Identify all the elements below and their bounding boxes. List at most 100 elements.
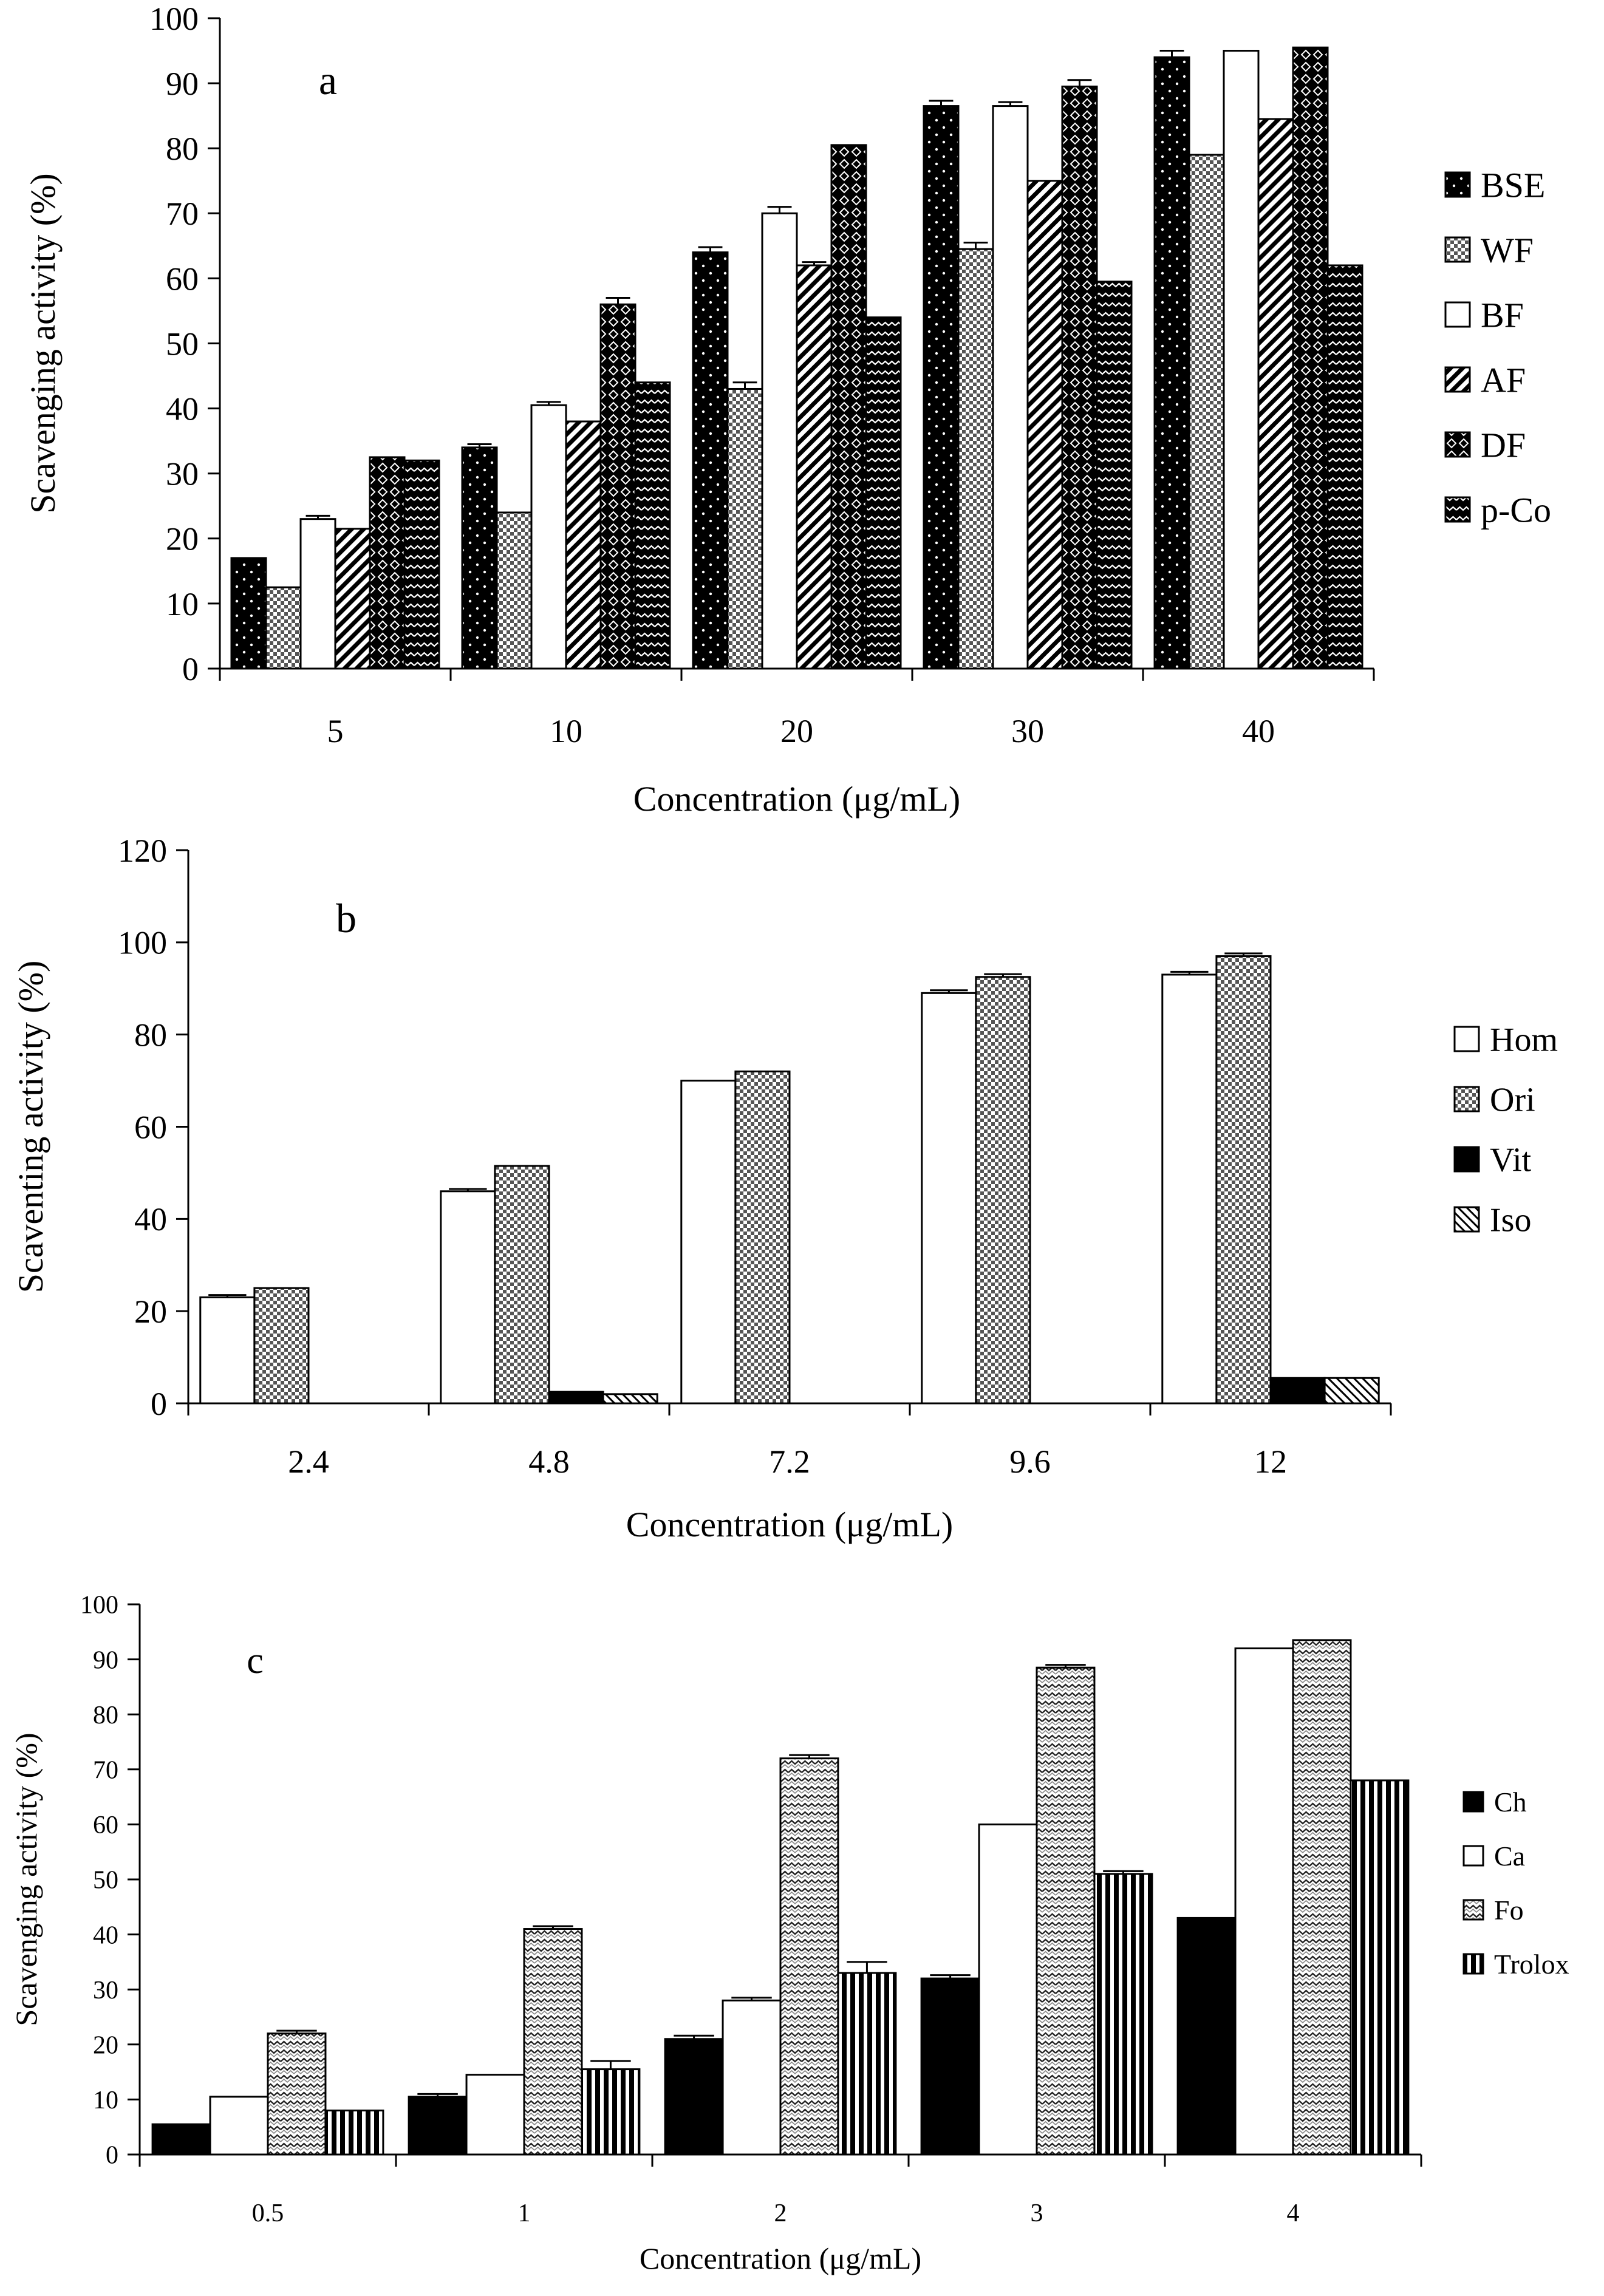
chart-panel-c: 0 10 20 30 40 50 60 70 80 90 100 0.5 1 2 3 4 c Concentrat… bbox=[9, 1592, 1569, 2275]
x-tick-label: 9.6 bbox=[1009, 1443, 1051, 1480]
x-tick-label: 40 bbox=[1242, 713, 1275, 749]
bar-Trolox-2 bbox=[837, 1972, 897, 2156]
bar-Trolox-3 bbox=[1093, 1873, 1153, 2156]
bar-DF-20 bbox=[830, 144, 867, 670]
y-tick-label: 100 bbox=[118, 925, 167, 961]
chart-panel-a: 0 10 20 30 40 50 60 70 80 90 100 5 10 20 30 40 a Concentr… bbox=[23, 1, 1551, 819]
y-tick-label: 100 bbox=[80, 1592, 118, 1620]
legend-swatch-BF bbox=[1444, 301, 1471, 328]
bar-Trolox-4 bbox=[1350, 1779, 1410, 2156]
bar-BF-5 bbox=[299, 518, 336, 670]
x-tick-label: 2 bbox=[774, 2199, 787, 2227]
bar-Vit-12 bbox=[1269, 1377, 1326, 1405]
panel-label: b bbox=[336, 895, 357, 941]
bar-AF-5 bbox=[334, 528, 371, 670]
bar-Trolox-1 bbox=[581, 2068, 641, 2156]
legend-label-Vit: Vit bbox=[1490, 1142, 1532, 1179]
bar-BF-10 bbox=[530, 404, 567, 670]
bar-Ch-4 bbox=[1176, 1916, 1237, 2156]
bar-BSE-10 bbox=[461, 446, 498, 670]
bar-Ch-2 bbox=[664, 2038, 724, 2156]
bar-Hom-2.4 bbox=[199, 1296, 256, 1405]
x-tick-label: 5 bbox=[327, 713, 344, 749]
y-tick-label: 30 bbox=[166, 456, 199, 492]
bar-Hom-7.2 bbox=[680, 1080, 737, 1405]
bar-Ca-2 bbox=[722, 1999, 782, 2156]
bar-BF-40 bbox=[1223, 50, 1260, 670]
bar-BF-20 bbox=[761, 212, 798, 670]
legend-swatch-AF bbox=[1444, 366, 1471, 393]
legend-label-Hom: Hom bbox=[1490, 1021, 1558, 1059]
y-tick-label: 90 bbox=[93, 1646, 118, 1674]
x-tick-label: 7.2 bbox=[769, 1443, 810, 1480]
y-tick-label: 0 bbox=[182, 651, 199, 687]
y-tick-label: 40 bbox=[93, 1921, 118, 1949]
bar-Fo-3 bbox=[1036, 1666, 1096, 2156]
x-tick-label: 30 bbox=[1011, 713, 1044, 749]
bar-WF-40 bbox=[1188, 154, 1225, 670]
y-tick-label: 80 bbox=[166, 131, 199, 167]
bar-Fo-2 bbox=[779, 1757, 839, 2156]
x-tick-label: 3 bbox=[1031, 2199, 1043, 2227]
legend-label-p-Co: p-Co bbox=[1481, 490, 1551, 530]
legend-swatch-Trolox bbox=[1462, 1953, 1484, 1975]
y-tick-label: 50 bbox=[166, 325, 199, 362]
x-tick-label: 2.4 bbox=[288, 1443, 329, 1480]
bar-AF-40 bbox=[1257, 118, 1294, 670]
bar-Ori-12 bbox=[1215, 955, 1272, 1405]
y-axis-title: Scavenging activity (%) bbox=[9, 1732, 43, 2026]
bar-Ca-3 bbox=[978, 1823, 1038, 2156]
bar-DF-5 bbox=[369, 456, 406, 670]
y-tick-label: 80 bbox=[134, 1017, 167, 1054]
y-tick-label: 10 bbox=[93, 2086, 118, 2114]
legend-label-Ori: Ori bbox=[1490, 1082, 1535, 1119]
legend-label-WF: WF bbox=[1481, 230, 1534, 270]
y-tick-label: 90 bbox=[166, 66, 199, 102]
bar-Ch-1 bbox=[408, 2096, 468, 2156]
legend-swatch-WF bbox=[1444, 236, 1471, 263]
bar-p-Co-20 bbox=[865, 316, 902, 670]
legend-swatch-Vit bbox=[1453, 1146, 1480, 1173]
y-tick-label: 0 bbox=[106, 2142, 118, 2170]
y-axis-title: Scavenging activity (%) bbox=[23, 173, 63, 514]
x-tick-label: 4.8 bbox=[528, 1443, 570, 1480]
bar-WF-10 bbox=[496, 511, 533, 670]
y-tick-label: 70 bbox=[166, 196, 199, 232]
bar-Ch-0.5 bbox=[151, 2123, 211, 2156]
y-tick-label: 70 bbox=[93, 1757, 118, 1785]
x-tick-label: 10 bbox=[550, 713, 582, 749]
x-axis-title: Concentration (μg/mL) bbox=[626, 1505, 953, 1544]
y-tick-label: 0 bbox=[151, 1386, 167, 1422]
bar-Iso-4.8 bbox=[602, 1393, 658, 1405]
legend-label-Ch: Ch bbox=[1494, 1787, 1527, 1817]
legend-label-Trolox: Trolox bbox=[1494, 1949, 1569, 1980]
bar-Fo-4 bbox=[1292, 1639, 1352, 2156]
bar-Vit-4.8 bbox=[548, 1391, 604, 1405]
bar-BSE-40 bbox=[1153, 56, 1190, 670]
bar-Fo-1 bbox=[523, 1928, 583, 2156]
legend-swatch-Ori bbox=[1453, 1086, 1480, 1112]
y-tick-label: 60 bbox=[93, 1811, 118, 1839]
legend-swatch-p-Co bbox=[1444, 496, 1471, 523]
chart-panel-b: 0 20 40 60 80 100 120 2.4 4.8 7.2 9.6 12 b Concentrat… bbox=[11, 833, 1558, 1544]
x-axis-title: Concentration (μg/mL) bbox=[633, 779, 960, 819]
x-tick-label: 0.5 bbox=[252, 2199, 284, 2227]
x-tick-label: 12 bbox=[1254, 1443, 1287, 1480]
panel-label: a bbox=[319, 57, 337, 103]
y-tick-label: 80 bbox=[93, 1702, 118, 1729]
bar-AF-20 bbox=[796, 264, 833, 670]
legend-label-DF: DF bbox=[1481, 425, 1526, 465]
y-tick-label: 40 bbox=[166, 391, 199, 428]
bar-p-Co-30 bbox=[1096, 281, 1133, 670]
bar-Hom-4.8 bbox=[440, 1190, 496, 1405]
bar-BSE-30 bbox=[923, 105, 960, 670]
bar-DF-10 bbox=[599, 303, 636, 670]
y-tick-label: 40 bbox=[134, 1201, 167, 1238]
x-tick-label: 1 bbox=[518, 2199, 531, 2227]
bar-Ori-2.4 bbox=[253, 1287, 310, 1405]
legend-swatch-Iso bbox=[1453, 1206, 1480, 1233]
bar-WF-30 bbox=[957, 248, 994, 670]
x-tick-label: 20 bbox=[780, 713, 813, 749]
legend-label-BSE: BSE bbox=[1481, 165, 1545, 205]
